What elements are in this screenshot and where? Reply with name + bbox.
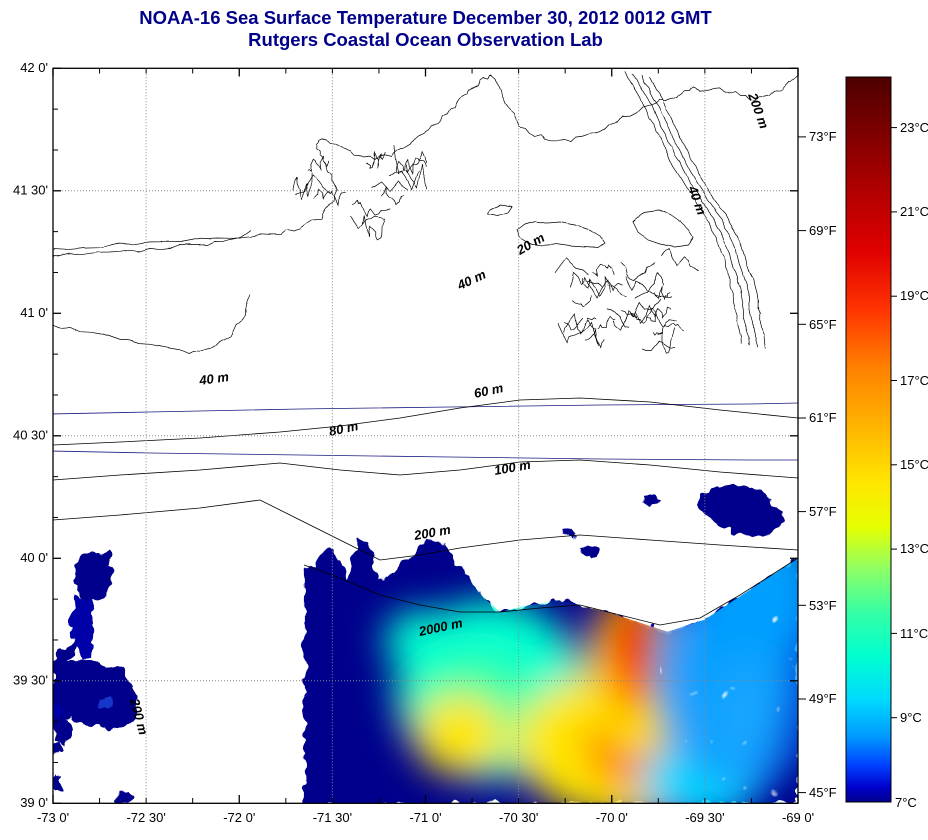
svg-text:13°C: 13°C bbox=[900, 541, 928, 556]
svg-text:42 0': 42 0' bbox=[20, 60, 48, 75]
svg-text:-70 0': -70 0' bbox=[596, 810, 628, 825]
svg-text:-72 0': -72 0' bbox=[223, 810, 255, 825]
svg-text:15°C: 15°C bbox=[900, 457, 928, 472]
svg-text:39 30': 39 30' bbox=[13, 673, 48, 688]
svg-text:-71 30': -71 30' bbox=[313, 810, 352, 825]
svg-text:21°C: 21°C bbox=[900, 204, 928, 219]
svg-text:11°C: 11°C bbox=[900, 626, 928, 641]
svg-text:61°F: 61°F bbox=[809, 410, 837, 425]
svg-text:200 m: 200 m bbox=[412, 522, 452, 543]
svg-text:100 m: 100 m bbox=[493, 457, 532, 478]
svg-text:69°F: 69°F bbox=[809, 223, 837, 238]
svg-text:60 m: 60 m bbox=[473, 380, 506, 401]
svg-text:-72 30': -72 30' bbox=[126, 810, 165, 825]
svg-text:23°C: 23°C bbox=[900, 120, 928, 135]
svg-text:73°F: 73°F bbox=[809, 129, 837, 144]
svg-text:40 0': 40 0' bbox=[20, 550, 48, 565]
svg-text:57°F: 57°F bbox=[809, 504, 837, 519]
svg-text:39 0': 39 0' bbox=[20, 795, 48, 810]
svg-text:65°F: 65°F bbox=[809, 317, 837, 332]
svg-text:53°F: 53°F bbox=[809, 598, 837, 613]
svg-text:40 m: 40 m bbox=[685, 183, 710, 217]
svg-text:9°C: 9°C bbox=[900, 710, 922, 725]
svg-text:41 0': 41 0' bbox=[20, 305, 48, 320]
svg-text:41 30': 41 30' bbox=[13, 183, 48, 198]
svg-text:40 30': 40 30' bbox=[13, 428, 48, 443]
svg-text:19°C: 19°C bbox=[900, 288, 928, 303]
svg-text:40 m: 40 m bbox=[197, 369, 230, 388]
svg-text:-70 30': -70 30' bbox=[499, 810, 538, 825]
svg-text:49°F: 49°F bbox=[809, 691, 837, 706]
svg-text:40 m: 40 m bbox=[454, 266, 488, 293]
svg-text:-71 0': -71 0' bbox=[409, 810, 441, 825]
svg-text:7°C: 7°C bbox=[895, 795, 917, 810]
svg-text:45°F: 45°F bbox=[809, 785, 837, 800]
svg-text:-69 0': -69 0' bbox=[782, 810, 814, 825]
svg-text:-69 30': -69 30' bbox=[685, 810, 724, 825]
svg-text:17°C: 17°C bbox=[900, 373, 928, 388]
svg-text:-73 0': -73 0' bbox=[37, 810, 69, 825]
